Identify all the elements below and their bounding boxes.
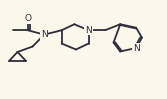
Text: N: N xyxy=(41,30,48,39)
Text: N: N xyxy=(133,44,139,52)
Text: N: N xyxy=(85,26,92,35)
Text: O: O xyxy=(24,14,31,23)
